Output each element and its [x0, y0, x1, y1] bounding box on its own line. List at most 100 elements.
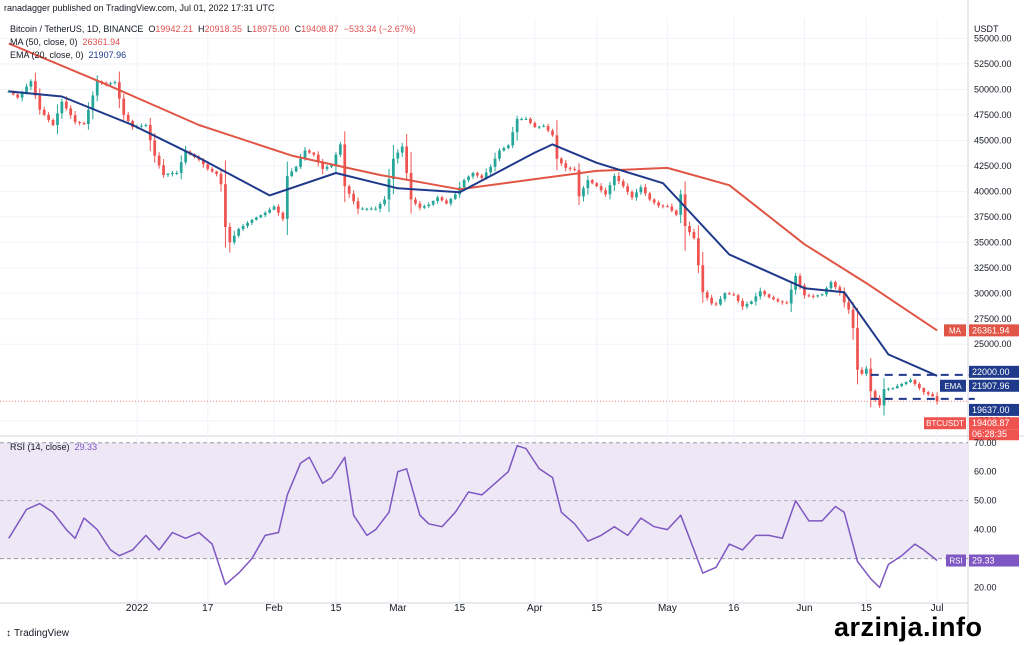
candle	[29, 79, 33, 91]
candle-body	[144, 125, 148, 127]
candle	[683, 181, 687, 251]
price-tick-label: 35000.00	[974, 237, 1012, 247]
candle-body	[246, 222, 249, 226]
candle-body	[887, 388, 890, 390]
candle-body	[856, 327, 859, 370]
candle-body	[374, 208, 378, 210]
ema-price-tag-box	[969, 379, 1019, 392]
candle-body	[361, 208, 364, 210]
open-label: O	[148, 24, 156, 34]
price-tick-label: 32500.00	[974, 263, 1012, 273]
candle-body	[745, 303, 749, 307]
candle	[900, 382, 904, 388]
candle-body	[42, 109, 46, 115]
candle	[577, 163, 581, 206]
candle	[697, 225, 700, 274]
candle-body	[347, 186, 351, 194]
candle-body	[241, 225, 245, 230]
candle	[126, 111, 130, 123]
candle-body	[542, 126, 546, 128]
candle	[475, 171, 479, 178]
candle	[206, 163, 210, 171]
candle-body	[727, 293, 731, 295]
ma-price-tag: 26361.94	[972, 325, 1010, 335]
candle	[772, 295, 775, 301]
candle-body	[440, 197, 444, 201]
candle	[409, 152, 413, 214]
candle-body	[546, 126, 550, 131]
candle	[365, 207, 369, 211]
candle-body	[666, 206, 669, 208]
candle-body	[396, 152, 400, 159]
candle	[780, 300, 784, 305]
candle-body	[674, 210, 678, 215]
candle	[608, 181, 612, 200]
candle	[361, 207, 364, 211]
candle	[82, 121, 86, 126]
candle-body	[838, 287, 842, 293]
candle	[643, 183, 647, 196]
candle-body	[343, 144, 347, 187]
price-tick-label: 42500.00	[974, 161, 1012, 171]
candle-body	[87, 109, 90, 125]
candle-body	[918, 384, 921, 389]
candle	[241, 224, 245, 231]
candle	[820, 293, 824, 297]
candle-body	[285, 176, 289, 219]
candle-body	[648, 193, 652, 200]
candle-body	[639, 187, 643, 193]
candle	[254, 216, 258, 221]
candle-body	[577, 169, 581, 197]
candle	[162, 159, 165, 178]
candle	[449, 197, 453, 206]
candle-body	[714, 303, 718, 305]
candle-body	[392, 158, 395, 180]
price-tick-label: 52500.00	[974, 59, 1012, 69]
candle-body	[78, 121, 81, 124]
countdown-box	[969, 429, 1019, 441]
candle	[268, 207, 271, 214]
candle	[215, 170, 218, 177]
price-tick-label: 27500.00	[974, 314, 1012, 324]
candle-body	[732, 294, 736, 296]
candle	[352, 190, 355, 205]
candle	[803, 283, 806, 299]
candle	[334, 152, 338, 173]
candle-body	[820, 294, 824, 296]
time-tick-label: 15	[454, 603, 466, 614]
candle-body	[462, 180, 466, 188]
candle-body	[829, 282, 833, 289]
candle-body	[405, 146, 409, 173]
open-value: 19942.21	[155, 24, 193, 34]
candle	[529, 117, 532, 125]
rsi-value-tag-box	[969, 554, 1019, 567]
candle	[727, 291, 731, 295]
level-19637-tag-box	[969, 403, 1019, 416]
rsi-value-tag: 29.33	[972, 556, 995, 566]
btc-price-tag-box	[969, 417, 1019, 430]
ma-legend: MA (50, close, 0) 26361.94	[10, 37, 120, 47]
candle	[763, 289, 767, 297]
candle	[816, 294, 820, 298]
candle	[931, 392, 935, 398]
candle-body	[400, 146, 404, 153]
candle	[895, 384, 899, 389]
level-22000-tag-box	[969, 365, 1019, 378]
candle	[635, 188, 638, 201]
price-tick-label: 37500.00	[974, 212, 1012, 222]
high-label: H	[197, 24, 205, 34]
candle-body	[878, 398, 881, 406]
candle	[935, 392, 939, 405]
candle	[626, 183, 630, 195]
candle	[308, 149, 311, 154]
candle-body	[206, 164, 210, 169]
btc-countdown: 06:28:35	[972, 429, 1007, 439]
rsi-legend: RSI (14, close) 29.33	[10, 442, 97, 452]
candle-body	[692, 232, 696, 239]
candle-body	[701, 265, 705, 293]
candle-body	[184, 151, 188, 163]
candle-body	[422, 206, 426, 208]
candle	[670, 203, 674, 213]
